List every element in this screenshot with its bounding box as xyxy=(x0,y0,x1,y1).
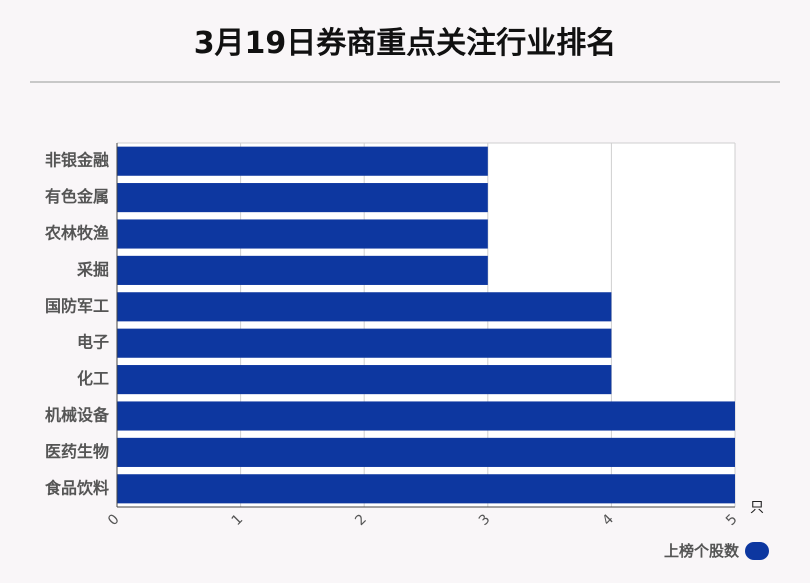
category-label: 化工 xyxy=(77,369,109,388)
category-label: 采掘 xyxy=(76,260,109,279)
bar[interactable] xyxy=(117,219,488,249)
legend[interactable]: 上榜个股数 xyxy=(664,540,769,561)
category-label: 医药生物 xyxy=(45,442,109,461)
bar[interactable] xyxy=(117,365,612,395)
x-unit-label: 只 xyxy=(750,500,764,516)
title-divider xyxy=(30,81,780,83)
category-label: 国防军工 xyxy=(45,296,109,315)
category-label: 有色金属 xyxy=(45,187,109,206)
x-tick-label: 5 xyxy=(723,511,741,529)
category-label: 机械设备 xyxy=(45,406,110,425)
category-label: 农林牧渔 xyxy=(44,224,109,243)
bar[interactable] xyxy=(117,437,735,467)
category-label: 电子 xyxy=(77,333,109,352)
legend-label: 上榜个股数 xyxy=(663,542,739,560)
legend-swatch xyxy=(745,541,769,560)
x-tick-label: 3 xyxy=(476,511,494,529)
chart-title: 3月19日券商重点关注行业排名 xyxy=(193,26,617,61)
x-tick-label: 1 xyxy=(229,511,247,529)
bar[interactable] xyxy=(117,292,612,322)
x-tick-label: 4 xyxy=(599,511,617,529)
x-tick-label: 0 xyxy=(105,511,123,529)
category-label: 非银金融 xyxy=(45,151,109,170)
bar[interactable] xyxy=(117,146,488,176)
bar[interactable] xyxy=(117,328,612,358)
x-tick-label: 2 xyxy=(352,511,370,529)
x-tick-labels: 0 1 2 3 4 5 xyxy=(105,511,741,529)
bar[interactable] xyxy=(117,474,735,504)
axes xyxy=(116,143,735,508)
bar[interactable] xyxy=(117,183,488,213)
bar[interactable] xyxy=(117,401,735,431)
bars xyxy=(117,146,735,504)
category-label: 食品饮料 xyxy=(44,478,109,497)
bar[interactable] xyxy=(117,255,488,285)
